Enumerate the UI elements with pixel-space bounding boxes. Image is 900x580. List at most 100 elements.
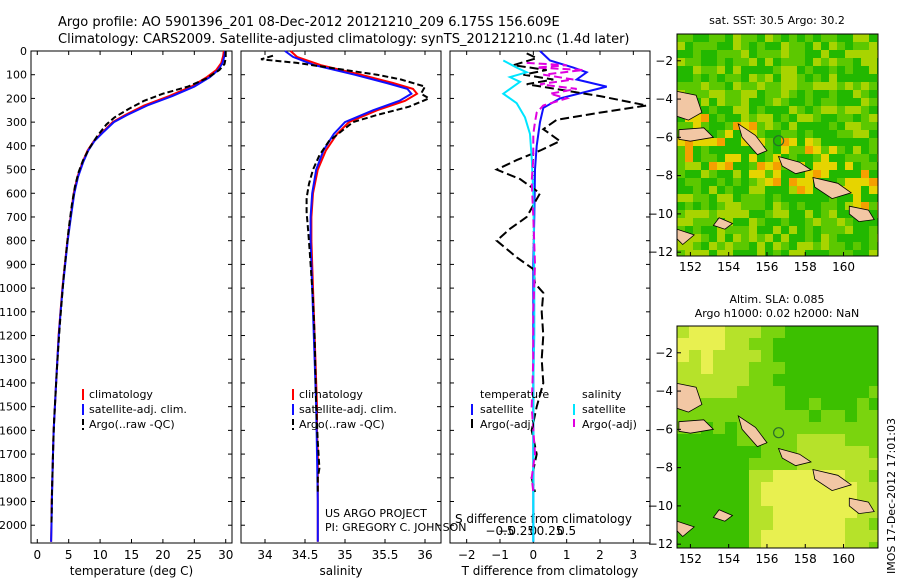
map-sst-cell (813, 98, 821, 106)
map-sst-cell (869, 202, 877, 210)
map-sst-lat-label: −12 (648, 245, 673, 259)
panel-temperature: 0 5 10 15 20 25 300100200300400500600700800900… (0, 45, 233, 578)
map-sst-cell (685, 154, 693, 162)
map-sst-cell (717, 50, 725, 58)
map-sst-cell (725, 122, 733, 130)
map-sst-cell (693, 50, 701, 58)
map-sst-cell (829, 170, 837, 178)
map-sst-cell (781, 122, 789, 130)
map-sla-cell (677, 338, 689, 350)
map-sst-cell (701, 82, 709, 90)
map-sst-cell (837, 242, 845, 250)
map-sst-cell (725, 98, 733, 106)
map-sst-cell (797, 98, 805, 106)
map-sst-cell (709, 66, 717, 74)
map-sst-cell (741, 90, 749, 98)
map-sst-cell (861, 194, 869, 202)
map-sst-cell (693, 210, 701, 218)
map-sla-cell (761, 494, 773, 506)
map-sst-cell (749, 154, 757, 162)
map-sst-cell (765, 226, 773, 234)
timestamp-stamp: IMOS 17-Dec-2012 17:01:03 (885, 418, 898, 574)
depth-tick-label: 1400 (0, 377, 27, 390)
map-sla-cell (737, 470, 749, 482)
depth-tick-label: 500 (6, 164, 27, 177)
map-sla-cell (833, 362, 845, 374)
map-sst-cell (861, 178, 869, 186)
map-sst-cell (845, 170, 853, 178)
map-sla-cell (701, 434, 713, 446)
map-sst-cell (789, 202, 797, 210)
map-sst-cell (765, 130, 773, 138)
map-sst-cell (773, 242, 781, 250)
map-sst-cell (709, 194, 717, 202)
map-sst-cell (853, 34, 861, 42)
map-sla-cell (677, 494, 689, 506)
map-sst-cell (749, 34, 757, 42)
map-sst-cell (813, 66, 821, 74)
map-sst-cell (805, 106, 813, 114)
map-sst-cell (805, 98, 813, 106)
map-sst-cell (805, 130, 813, 138)
map-sst-cell (813, 170, 821, 178)
map-sst-cell (869, 226, 877, 234)
map-sst-cell (773, 66, 781, 74)
map-sst-cell (709, 74, 717, 82)
map-sst-cell (797, 186, 805, 194)
map-sst-cell (733, 226, 741, 234)
map-sst-cell (837, 146, 845, 154)
map-sla-cell (869, 350, 878, 362)
map-sst-cell (741, 234, 749, 242)
map-sla-cell (713, 494, 725, 506)
map-sla-cell (857, 446, 869, 458)
map-sst-cell (709, 138, 717, 146)
map-sla-cell (701, 350, 713, 362)
map-sst-cell (789, 250, 797, 256)
map-sst-cell (717, 58, 725, 66)
map-sst-cell (797, 130, 805, 138)
map-sst-cell (701, 194, 709, 202)
map-sla-argo-marker (773, 427, 785, 439)
map-sst-cell (837, 162, 845, 170)
map-sla-cell (785, 434, 797, 446)
map-sst-cell (773, 106, 781, 114)
map-sst-cell (829, 162, 837, 170)
map-sla-cell (737, 530, 749, 542)
map-sst-cell (869, 146, 877, 154)
map-sst-cell (733, 58, 741, 66)
depth-tick-label: 1900 (0, 496, 27, 509)
map-sst-cell (749, 210, 757, 218)
map-sst-cell (829, 146, 837, 154)
map-sst-lon-label: 156 (756, 260, 779, 274)
map-sla-cell (833, 326, 845, 338)
map-sst-cell (733, 234, 741, 242)
map-sst-cell (781, 58, 789, 66)
map-sla-cell (833, 410, 845, 422)
map-sst-cell (701, 50, 709, 58)
map-sst-cell (685, 66, 693, 74)
map-sst-cell (757, 138, 765, 146)
map-sla-cell (845, 326, 857, 338)
map-sst-cell (757, 106, 765, 114)
map-sst-cell (805, 122, 813, 130)
map-sla-land (737, 414, 768, 448)
map-sla-cell (809, 458, 821, 470)
map-sla-cell (809, 542, 821, 548)
map-sla-cell (761, 398, 773, 410)
map-sst-cell (701, 90, 709, 98)
map-sst-cell (829, 218, 837, 226)
map-sst-cell (821, 146, 829, 154)
map-sla-cell (857, 518, 869, 530)
map-sst-cell (733, 66, 741, 74)
salinity-series-argo-raw-qc- (260, 54, 432, 492)
difference-s-tick-label: 0.25 (537, 524, 564, 538)
map-sla-cell (701, 542, 713, 548)
map-sst-cell (805, 178, 813, 186)
map-sst-cell (741, 122, 749, 130)
map-sst-cell (765, 210, 773, 218)
map-sst-cell (837, 218, 845, 226)
map-sst-cell (709, 234, 717, 242)
map-sla-cell (701, 458, 713, 470)
map-sst-cell (869, 90, 877, 98)
map-sla-lat-label: −6 (655, 422, 673, 436)
